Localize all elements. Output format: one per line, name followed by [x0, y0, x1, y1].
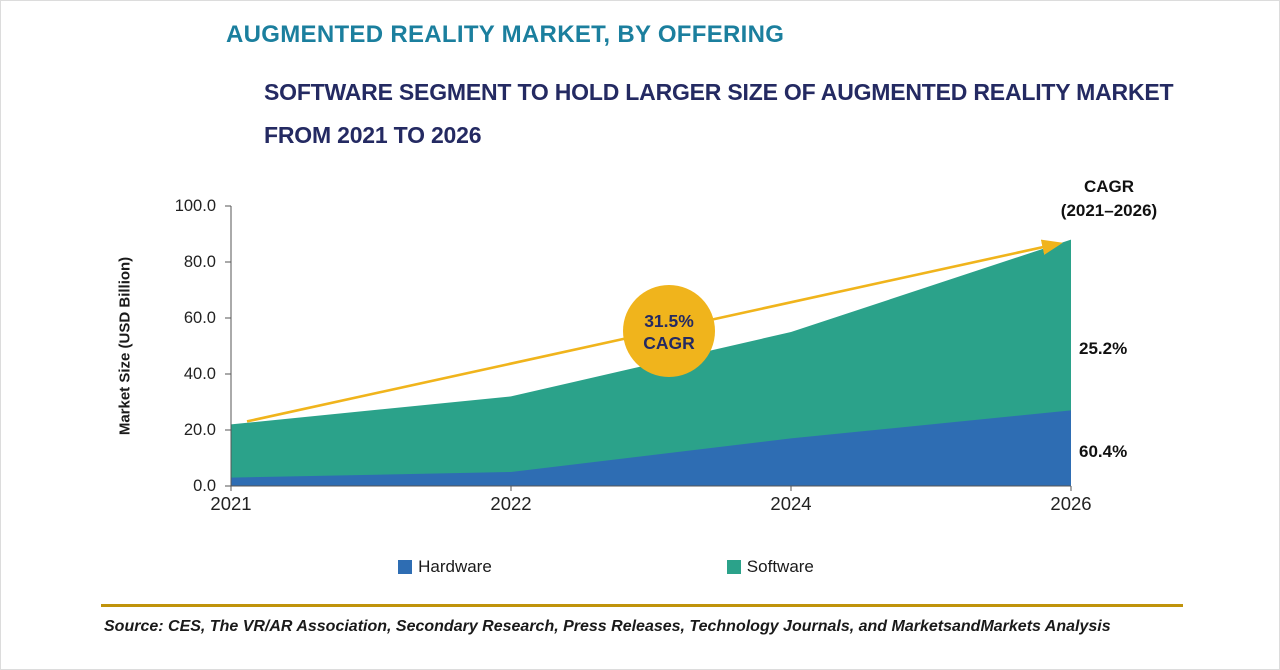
- subtitle-line-2: FROM 2021 TO 2026: [264, 122, 482, 148]
- hardware-swatch: [398, 560, 413, 574]
- y-tick-label: 20.0: [183, 421, 216, 439]
- cagr-badge-circle: [623, 285, 715, 377]
- cagr-badge-value: 31.5%: [644, 311, 694, 331]
- software-cagr-label: 25.2%: [1079, 339, 1128, 358]
- page-title: AUGMENTED REALITY MARKET, BY OFFERING: [226, 21, 785, 48]
- x-tick-label: 2024: [770, 493, 812, 514]
- y-tick-label: 100.0: [174, 197, 216, 215]
- area-software: [231, 239, 1071, 486]
- gold-divider: [101, 604, 1183, 607]
- cagr-badge-caption: CAGR: [643, 333, 695, 353]
- page-subtitle: SOFTWARE SEGMENT TO HOLD LARGER SIZE OF …: [264, 71, 1174, 157]
- y-axis-title: Market Size (USD Billion): [116, 256, 134, 436]
- chart-plot: 31.5%CAGR: [225, 205, 1072, 491]
- hardware-cagr-label: 60.4%: [1079, 442, 1128, 461]
- x-tick-label: 2026: [1050, 493, 1092, 514]
- legend-label-hardware: Hardware: [418, 557, 492, 576]
- cagr-header: CAGR (2021–2026): [1043, 175, 1175, 223]
- y-tick-label: 60.0: [183, 309, 216, 327]
- software-swatch: [726, 560, 741, 574]
- legend-item-software: Software: [726, 557, 814, 577]
- area-hardware: [231, 410, 1071, 486]
- subtitle-line-1: SOFTWARE SEGMENT TO HOLD LARGER SIZE OF …: [264, 79, 1174, 105]
- source-note: Source: CES, The VR/AR Association, Seco…: [104, 618, 1111, 635]
- legend: Hardware Software: [1, 557, 1211, 577]
- y-tick-label: 80.0: [183, 253, 216, 271]
- cagr-header-line-2: (2021–2026): [1060, 201, 1158, 220]
- legend-item-hardware: Hardware: [398, 557, 492, 577]
- cagr-header-line-1: CAGR: [1083, 177, 1135, 196]
- legend-label-software: Software: [746, 557, 814, 576]
- x-tick-label: 2022: [490, 493, 532, 514]
- x-tick-label: 2021: [210, 493, 252, 514]
- y-tick-label: 0.0: [193, 477, 216, 495]
- y-tick-label: 40.0: [183, 365, 216, 383]
